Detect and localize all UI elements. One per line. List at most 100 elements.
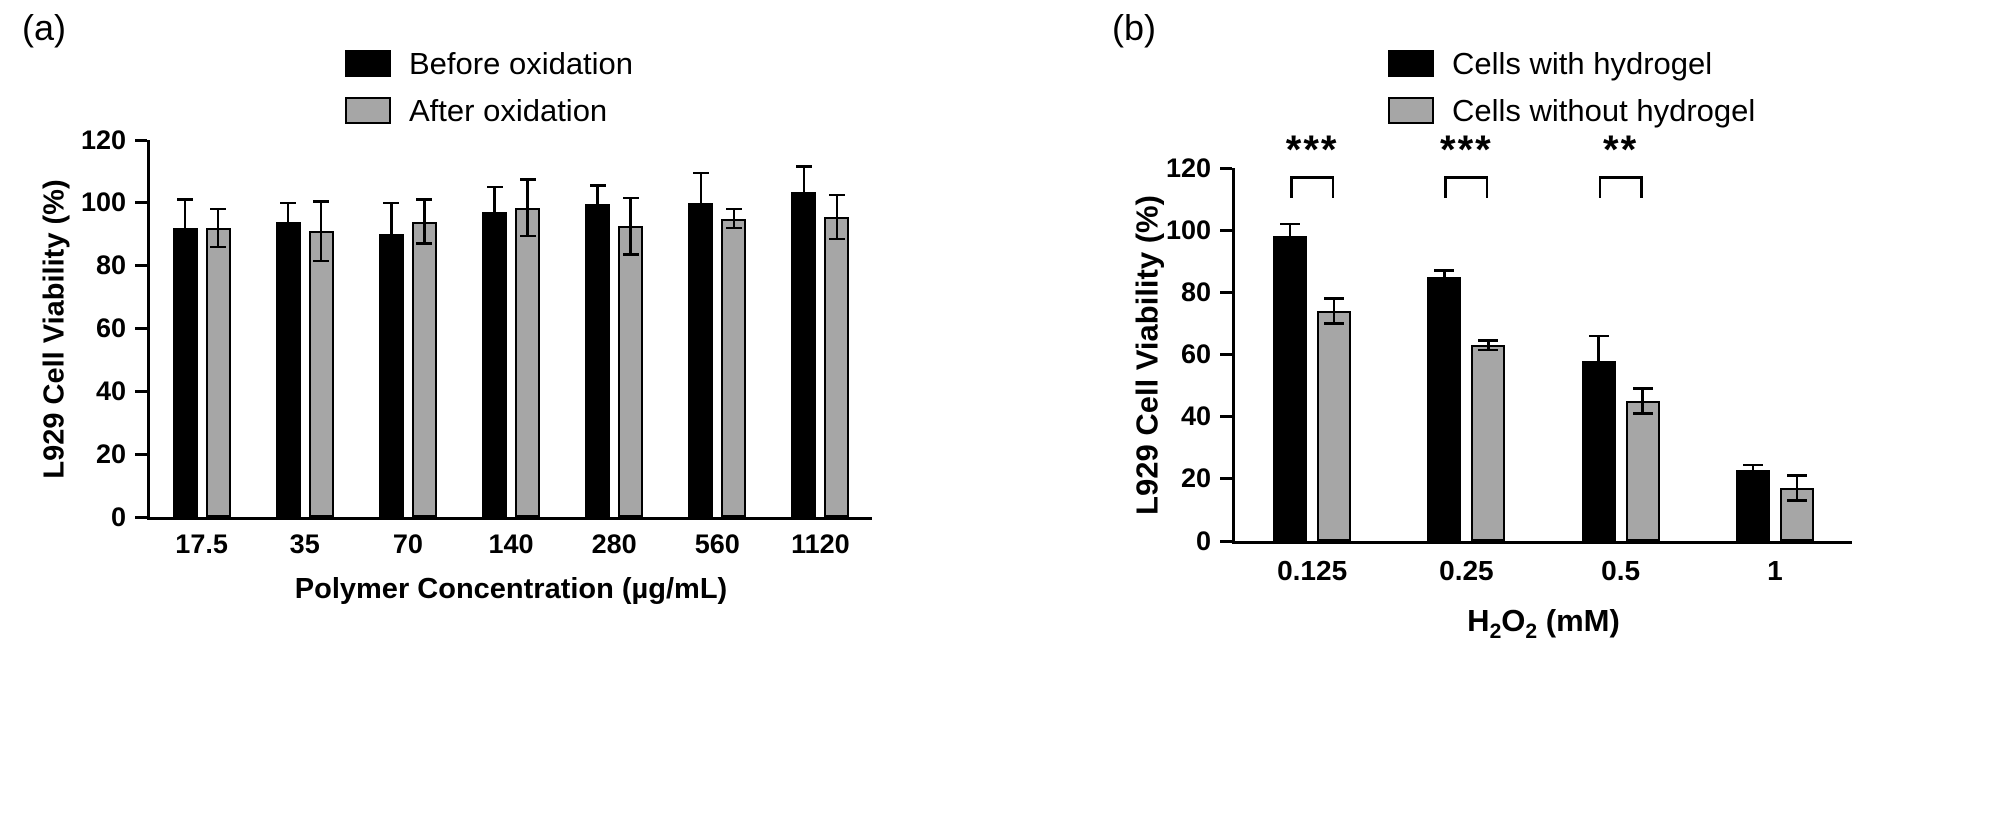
error-bar-line bbox=[1288, 223, 1292, 249]
error-bar-line bbox=[732, 209, 736, 228]
y-tick-label: 60 bbox=[1180, 339, 1211, 369]
y-tick-label: 0 bbox=[1195, 525, 1211, 556]
error-bar-cap-top bbox=[383, 201, 400, 205]
legend-a: Before oxidation After oxidation bbox=[345, 48, 633, 126]
error-bar-line bbox=[390, 202, 393, 266]
x-category-label: 140 bbox=[488, 529, 534, 559]
significance-bracket-right-tick bbox=[1331, 176, 1335, 198]
error-bar-line bbox=[493, 187, 496, 238]
error-bar-cap-bottom bbox=[383, 264, 400, 267]
x-axis-title: Polymer Concentration (µg/mL) bbox=[150, 575, 872, 604]
legend-label-cells-without-hydrogel: Cells without hydrogel bbox=[1452, 93, 1756, 128]
error-bar-line bbox=[596, 185, 599, 224]
x-category-label: 70 bbox=[392, 529, 423, 559]
legend-swatch-cells-without-hydrogel bbox=[1388, 97, 1434, 124]
bar bbox=[1735, 469, 1770, 541]
error-bar-cap-top bbox=[692, 171, 709, 175]
significance-bracket-right-tick bbox=[1640, 176, 1643, 198]
x-axis-title-text: Polymer Concentration (µg/mL) bbox=[294, 573, 728, 605]
legend-item-cells-with-hydrogel: Cells with hydrogel bbox=[1388, 48, 1755, 79]
error-bar-cap-top bbox=[795, 165, 812, 168]
y-tick-label: 60 bbox=[95, 313, 126, 343]
chart-panel-a: 0 20 40 60 80 100 120 L929 Cell Viability (%) 17… bbox=[39, 126, 872, 604]
error-bar-line bbox=[1443, 270, 1446, 283]
error-bar-cap-bottom bbox=[210, 245, 227, 249]
error-bar-cap-top bbox=[486, 185, 503, 189]
y-tick bbox=[1220, 539, 1232, 543]
x-category-label: 0.125 bbox=[1277, 555, 1348, 586]
error-bar-cap-top bbox=[416, 198, 433, 201]
legend-label-before-oxidation: Before oxidation bbox=[409, 46, 634, 81]
y-tick bbox=[1220, 477, 1232, 481]
error-bar-cap-bottom bbox=[177, 254, 194, 258]
bar bbox=[1273, 236, 1308, 541]
error-bar-line bbox=[1795, 475, 1799, 501]
error-bar-cap-top bbox=[280, 201, 297, 205]
error-bar-cap-top bbox=[1632, 387, 1653, 390]
y-tick-label: 20 bbox=[1180, 463, 1211, 494]
error-bar-line bbox=[629, 198, 632, 255]
error-bar-line bbox=[1597, 335, 1600, 386]
error-bar-cap-bottom bbox=[1742, 472, 1763, 476]
x-category-label: 0.25 bbox=[1439, 555, 1494, 586]
x-category-label: 17.5 bbox=[175, 529, 228, 559]
error-bar-cap-bottom bbox=[1478, 348, 1499, 352]
significance-bracket bbox=[1290, 176, 1335, 179]
y-tick-label: 40 bbox=[95, 375, 126, 406]
axis-x bbox=[147, 517, 872, 520]
y-tick bbox=[135, 452, 147, 456]
significance-stars: ** bbox=[1603, 128, 1639, 172]
bar bbox=[411, 221, 437, 517]
y-tick bbox=[1220, 290, 1232, 294]
y-axis-title: L929 Cell Viability (%) bbox=[1129, 194, 1165, 515]
bar bbox=[721, 218, 747, 517]
y-tick bbox=[135, 389, 147, 393]
y-tick-label: 100 bbox=[80, 187, 126, 218]
bar bbox=[1625, 401, 1660, 541]
error-bar-cap-bottom bbox=[795, 215, 812, 219]
bar bbox=[515, 207, 540, 517]
bar bbox=[1317, 310, 1352, 541]
legend-item-after-oxidation: After oxidation bbox=[345, 95, 633, 126]
x-axis-title-subscript: 2 bbox=[1489, 620, 1502, 644]
bar bbox=[1581, 360, 1616, 541]
panel-b-label: (b) bbox=[1112, 7, 1156, 48]
error-bar-cap-bottom bbox=[1280, 247, 1301, 251]
legend-label-cells-with-hydrogel: Cells with hydrogel bbox=[1452, 46, 1713, 81]
bar bbox=[1779, 488, 1814, 541]
error-bar-cap-top bbox=[210, 207, 227, 211]
bar bbox=[308, 231, 334, 517]
axis-y bbox=[147, 140, 150, 520]
legend-swatch-cells-with-hydrogel bbox=[1388, 50, 1434, 77]
x-category-label: 1 bbox=[1767, 555, 1783, 586]
y-tick-label: 100 bbox=[1165, 214, 1211, 245]
error-bar-cap-bottom bbox=[1434, 281, 1455, 285]
significance-bracket bbox=[1598, 176, 1643, 179]
bar bbox=[1427, 276, 1462, 541]
error-bar-line bbox=[286, 202, 290, 241]
x-axis-title-text: (mM) bbox=[1537, 603, 1620, 638]
error-bar-cap-top bbox=[1478, 339, 1499, 342]
bar bbox=[824, 216, 850, 517]
error-bar-cap-bottom bbox=[416, 242, 433, 245]
bar bbox=[1471, 345, 1506, 541]
error-bar-line bbox=[802, 166, 806, 217]
error-bar-cap-top bbox=[1280, 222, 1301, 226]
y-tick bbox=[1220, 166, 1232, 170]
bar bbox=[378, 234, 404, 517]
legend-swatch-after-oxidation bbox=[345, 97, 391, 124]
legend-b: Cells with hydrogel Cells without hydrog… bbox=[1388, 48, 1755, 126]
error-bar-cap-bottom bbox=[280, 239, 297, 242]
significance-stars: *** bbox=[1440, 128, 1493, 172]
y-tick bbox=[1220, 353, 1232, 356]
y-tick-label: 0 bbox=[110, 501, 126, 532]
x-axis-title-subscript: 2 bbox=[1525, 620, 1538, 644]
error-bar-cap-bottom bbox=[313, 259, 330, 263]
y-tick-label: 80 bbox=[95, 250, 126, 281]
error-bar-cap-top bbox=[1324, 297, 1345, 300]
y-tick bbox=[135, 515, 147, 519]
bar bbox=[791, 191, 817, 517]
axis-y bbox=[1232, 168, 1235, 544]
error-bar-line bbox=[835, 194, 839, 239]
error-bar-cap-bottom bbox=[725, 226, 742, 230]
